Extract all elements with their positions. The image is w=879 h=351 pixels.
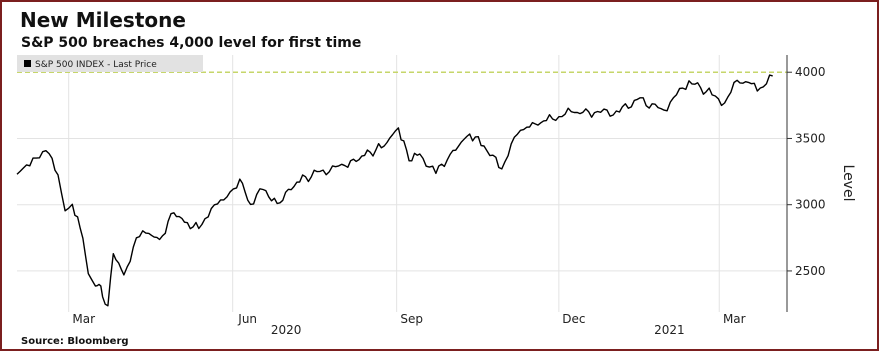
x-axis-ticks: Mar Jun Sep Dec Mar bbox=[72, 312, 745, 326]
year-label-2021: 2021 bbox=[654, 323, 685, 337]
y-tick-label-2500: 2500 bbox=[795, 264, 826, 278]
legend-swatch bbox=[24, 60, 31, 67]
y-tick-label-3000: 3000 bbox=[795, 198, 826, 212]
legend: S&P 500 INDEX - Last Price bbox=[17, 55, 203, 72]
source-note: Source: Bloomberg bbox=[21, 336, 129, 347]
legend-label: S&P 500 INDEX - Last Price bbox=[35, 60, 157, 70]
x-tick-label-3: Dec bbox=[562, 312, 585, 326]
y-axis-ticks: 2500 3000 3500 4000 bbox=[787, 65, 826, 278]
x-axis-year-labels: 2020 2021 bbox=[271, 323, 685, 337]
y-axis-label: Level bbox=[840, 165, 856, 202]
x-tick-label-2: Sep bbox=[400, 312, 423, 326]
series-group bbox=[16, 74, 773, 307]
y-tick-label-4000: 4000 bbox=[795, 65, 826, 79]
chart-title: New Milestone bbox=[20, 8, 186, 32]
legend-background bbox=[17, 55, 203, 72]
grid-lines bbox=[17, 55, 787, 312]
chart-subtitle: S&P 500 breaches 4,000 level for first t… bbox=[21, 35, 362, 51]
x-tick-label-0: Mar bbox=[72, 312, 95, 326]
x-tick-label-1: Jun bbox=[237, 312, 257, 326]
x-tick-label-4: Mar bbox=[723, 312, 746, 326]
year-label-2020: 2020 bbox=[271, 323, 302, 337]
series-line-sp500 bbox=[16, 74, 773, 307]
y-tick-label-3500: 3500 bbox=[795, 131, 826, 145]
